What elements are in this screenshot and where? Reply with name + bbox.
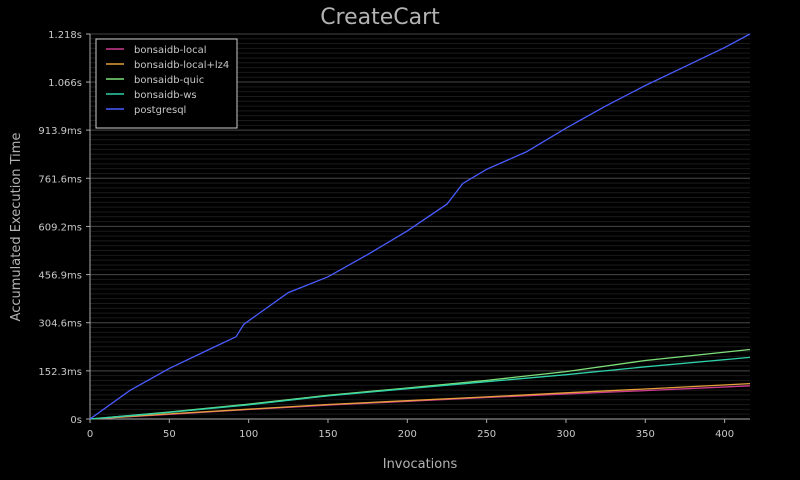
chart-title: CreateCart (320, 5, 440, 30)
series-line-bonsaidb-ws (89, 356, 751, 420)
x-tick-label: 200 (398, 429, 417, 440)
y-tick-label: 1.066s (48, 78, 82, 89)
legend-box (95, 38, 238, 129)
legend-label: bonsaidb-local (134, 45, 207, 56)
x-tick-label: 350 (636, 429, 655, 440)
x-tick-label: 0 (87, 429, 93, 440)
x-tick-label: 150 (318, 429, 337, 440)
x-tick-labels: 0 50 100 150 200 250 300 350 400 (87, 419, 734, 440)
legend-label: bonsaidb-local+lz4 (134, 60, 229, 71)
x-tick-label: 50 (163, 429, 176, 440)
y-tick-label: 609.2ms (38, 222, 82, 233)
series-line-postgresql (89, 33, 751, 420)
y-axis-label: Accumulated Execution Time (9, 133, 24, 322)
y-tick-labels: 0s 152.3ms 304.6ms 456.9ms 609.2ms 761.6ms 913… (38, 30, 90, 426)
series-line-bonsaidb-local-lz4 (89, 382, 751, 420)
series-lines (89, 33, 751, 420)
legend-label: bonsaidb-quic (134, 75, 204, 86)
y-tick-label: 1.218s (48, 30, 82, 41)
x-tick-label: 400 (715, 429, 734, 440)
x-tick-label: 100 (239, 429, 258, 440)
legend-label: postgresql (134, 105, 186, 116)
x-tick-label: 250 (477, 429, 496, 440)
x-tick-label: 300 (556, 429, 575, 440)
y-tick-label: 761.6ms (38, 174, 82, 185)
y-tick-label: 152.3ms (38, 367, 82, 378)
legend-label: bonsaidb-ws (134, 90, 197, 101)
y-tick-label: 913.9ms (38, 126, 82, 137)
legend: bonsaidb-local bonsaidb-local+lz4 bonsaidb… (95, 38, 238, 129)
y-tick-label: 0s (70, 415, 82, 426)
y-tick-label: 456.9ms (38, 271, 82, 282)
y-tick-label: 304.6ms (38, 319, 82, 330)
x-axis-label: Invocations (383, 457, 458, 472)
